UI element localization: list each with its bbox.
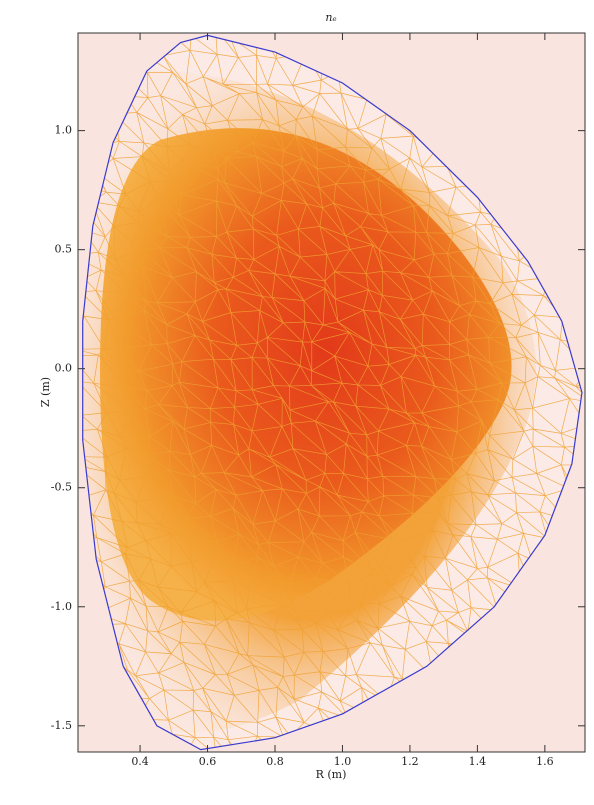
- y-tick-label: -0.5: [51, 481, 72, 494]
- plot-frame: [77, 32, 586, 753]
- boundary-line: [82, 34, 583, 751]
- x-tick-label: 1.4: [469, 755, 487, 768]
- y-tick-label: 0.0: [55, 362, 73, 375]
- x-tick-label: 0.4: [131, 755, 149, 768]
- density-core: [100, 128, 512, 621]
- x-tick-label: 1.6: [536, 755, 554, 768]
- chart-title: nₑ: [325, 11, 336, 24]
- x-tick-label: 1.0: [334, 755, 352, 768]
- y-tick-label: -1.5: [51, 719, 72, 732]
- y-tick-label: 0.5: [55, 243, 73, 256]
- x-axis-label: R (m): [316, 768, 347, 781]
- x-tick-label: 0.8: [266, 755, 284, 768]
- y-tick-label: -1.0: [51, 600, 72, 613]
- y-axis-label: Z (m): [39, 377, 52, 407]
- y-tick-label: 1.0: [55, 124, 73, 137]
- x-tick-label: 1.2: [401, 755, 419, 768]
- x-tick-label: 0.6: [199, 755, 217, 768]
